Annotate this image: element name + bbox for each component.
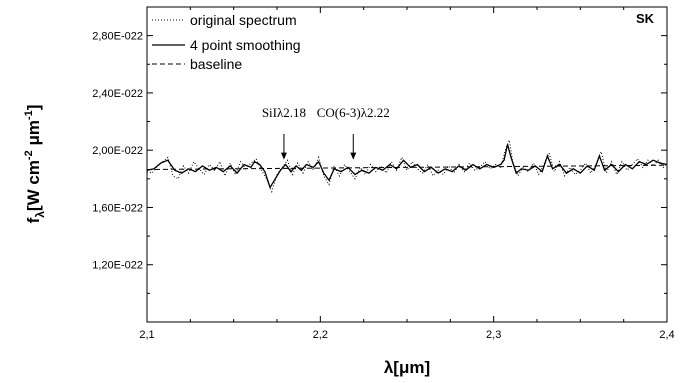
legend-label-baseline: baseline (190, 56, 242, 72)
y-axis-title: fλ[W cm-2 μm-1] (23, 105, 47, 224)
annotation-arrow-head (280, 152, 287, 160)
series-layer (146, 138, 668, 194)
line-annotation-label: CO(6-3)λ2.22 (317, 105, 390, 120)
series-line-solid (146, 144, 668, 189)
x-tick-label: 2,3 (486, 329, 501, 341)
y-axis-title-mid: μm (24, 120, 43, 150)
x-tick-label: 2,4 (659, 329, 674, 341)
y-tick-label: 2,40E-022 (92, 88, 143, 100)
annotation-arrow-head (350, 152, 357, 160)
y-tick-label: 2,80E-022 (92, 31, 143, 43)
y-axis-title-main: f (24, 217, 43, 223)
annotation-layer: SiIλ2.18 CO(6-3)λ2.22 (262, 105, 390, 160)
x-axis-title: λ[μm] (384, 358, 430, 377)
axis-ticks: 2,1 2,2 2,3 2,4 1,20E-022 1,60E-022 2,00E-022 2… (92, 6, 675, 341)
svg-text:fλ[W cm-2 μm-1]: fλ[W cm-2 μm-1] (23, 105, 47, 224)
x-tick-label: 2,2 (313, 329, 328, 341)
y-tick-label: 2,00E-022 (92, 145, 143, 157)
y-axis-title-end: ] (24, 105, 43, 111)
y-tick-label: 1,20E-022 (92, 260, 143, 272)
legend-label-smoothing: 4 point smoothing (190, 37, 301, 53)
y-axis-title-sup2: -1 (23, 110, 35, 120)
legend: original spectrum 4 point smoothing base… (152, 12, 301, 72)
object-tag: SK (636, 11, 655, 26)
line-annotation-label: SiIλ2.18 (262, 105, 306, 120)
y-tick-label: 1,60E-022 (92, 202, 143, 214)
series-line-dashed (146, 164, 668, 171)
x-tick-label: 2,1 (139, 329, 154, 341)
y-axis-title-sup1: -2 (23, 150, 35, 160)
y-axis-title-rest: [W cm (24, 160, 43, 211)
y-axis-title-sub: λ (33, 211, 47, 218)
legend-label-original: original spectrum (190, 12, 297, 28)
